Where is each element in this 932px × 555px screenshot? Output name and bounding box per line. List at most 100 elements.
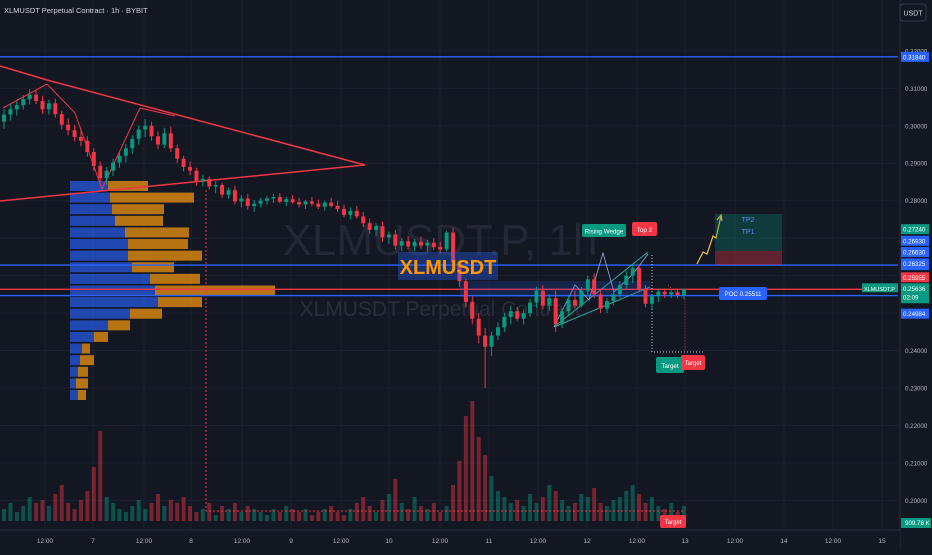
volume-bar xyxy=(393,479,398,521)
annotation-labels: XLMUSDT Rising Wedge Top 2 Target Target TP2 T… xyxy=(398,217,767,528)
volume-bar xyxy=(175,503,180,521)
candle-body xyxy=(675,292,680,296)
x-tick-label: 12:00 xyxy=(333,538,350,545)
candle-body xyxy=(155,136,160,145)
candle-body xyxy=(335,205,340,209)
volume-bar xyxy=(495,491,500,521)
triangle-pattern xyxy=(0,65,366,202)
volume-bar xyxy=(605,506,610,521)
candle-body xyxy=(348,210,353,215)
right-scale-label: 0.27240 xyxy=(903,227,926,234)
candle-body xyxy=(181,158,186,167)
candle-body xyxy=(40,101,45,110)
volume-bar xyxy=(637,494,642,521)
x-tick-label: 12:00 xyxy=(825,538,842,545)
volume-bar xyxy=(168,500,173,521)
volume-bar xyxy=(252,509,257,521)
volume-bar xyxy=(483,455,488,521)
right-scale-badge xyxy=(901,258,929,269)
candle-body xyxy=(265,198,270,201)
vp-sell-bar xyxy=(78,390,86,401)
volume-bar xyxy=(649,497,654,521)
volume-target-label: Target xyxy=(665,520,682,526)
volume-bar xyxy=(553,491,558,521)
vp-sell-bar xyxy=(128,250,202,261)
currency-button-frame[interactable] xyxy=(899,3,927,22)
volume-bar xyxy=(277,512,282,521)
volume-bar xyxy=(213,515,218,521)
candle-body xyxy=(245,198,250,206)
volume-bar xyxy=(585,497,590,521)
candle-body xyxy=(463,281,468,302)
volume-bar xyxy=(245,506,250,521)
candle-body xyxy=(162,133,167,145)
candle-body xyxy=(252,203,257,206)
candle-body xyxy=(374,226,379,230)
right-scale-label: 0.25955 xyxy=(903,275,926,282)
volume-bar xyxy=(14,512,19,521)
candle-body xyxy=(579,290,584,306)
x-tick-label: 12:00 xyxy=(530,538,547,545)
x-tick-label: 12:00 xyxy=(727,538,744,545)
vp-buy-bar xyxy=(70,204,112,215)
candle-body xyxy=(438,247,443,250)
candle-body xyxy=(104,170,109,179)
currency-button[interactable]: USDT xyxy=(899,3,927,22)
symbol-title: XLMUSDT Perpetual Contract · 1h · BYBIT xyxy=(4,6,148,15)
vp-buy-bar xyxy=(70,390,78,401)
volume-bar xyxy=(342,515,346,521)
candle-body xyxy=(271,196,276,199)
volume-bar xyxy=(207,503,212,521)
volume-bar xyxy=(239,512,244,521)
x-tick-label: 8 xyxy=(189,538,193,545)
candle-body xyxy=(605,301,610,309)
header: XLMUSDT Perpetual Contract · 1h · BYBIT xyxy=(4,6,148,15)
volume-bar xyxy=(572,503,577,521)
candle-body xyxy=(540,290,545,306)
vp-sell-bar xyxy=(115,215,163,226)
x-tick-label: 12:00 xyxy=(234,538,251,545)
drawings xyxy=(0,65,782,512)
vp-sell-bar xyxy=(110,192,194,203)
volume-bar xyxy=(386,494,391,521)
candle-body xyxy=(406,241,411,247)
volume-bar xyxy=(85,491,90,521)
volume-bar xyxy=(617,497,622,521)
target-path xyxy=(651,255,704,353)
candle-body xyxy=(528,302,533,314)
volume-bar xyxy=(8,503,13,521)
candle-body xyxy=(297,202,302,205)
candles xyxy=(2,89,686,389)
volume-bar xyxy=(361,497,366,521)
vp-sell-bar xyxy=(125,227,189,238)
volume-target-box xyxy=(660,515,686,528)
volume-bar xyxy=(117,509,122,521)
candle-body xyxy=(425,242,430,246)
vp-buy-bar xyxy=(70,192,110,203)
volume-bar xyxy=(194,512,199,521)
y-tick-label: 0.23000 xyxy=(905,386,928,393)
candle-body xyxy=(380,226,385,238)
projection-arrow xyxy=(696,215,722,265)
vp-buy-bar xyxy=(70,239,128,250)
volume-bar xyxy=(136,500,141,521)
volume-bar xyxy=(143,509,148,521)
candle-body xyxy=(194,170,199,182)
y-tick-label: 0.28000 xyxy=(905,198,928,205)
volume-bar xyxy=(290,509,295,521)
volume-bar xyxy=(425,509,430,521)
candle-body xyxy=(284,199,289,202)
volume-bar xyxy=(508,503,513,521)
currency-button-label[interactable]: USDT xyxy=(903,11,923,18)
volume-bar xyxy=(59,485,64,521)
target1-label: Target xyxy=(661,363,678,370)
vp-buy-bar xyxy=(70,227,125,238)
candle-body xyxy=(662,291,667,295)
candle-body xyxy=(630,268,635,276)
volume-bar xyxy=(367,506,372,521)
volume-profile xyxy=(70,180,275,401)
candle-body xyxy=(495,327,500,336)
candle-body xyxy=(213,184,218,187)
right-scale-label: 0.26630 xyxy=(903,250,926,257)
